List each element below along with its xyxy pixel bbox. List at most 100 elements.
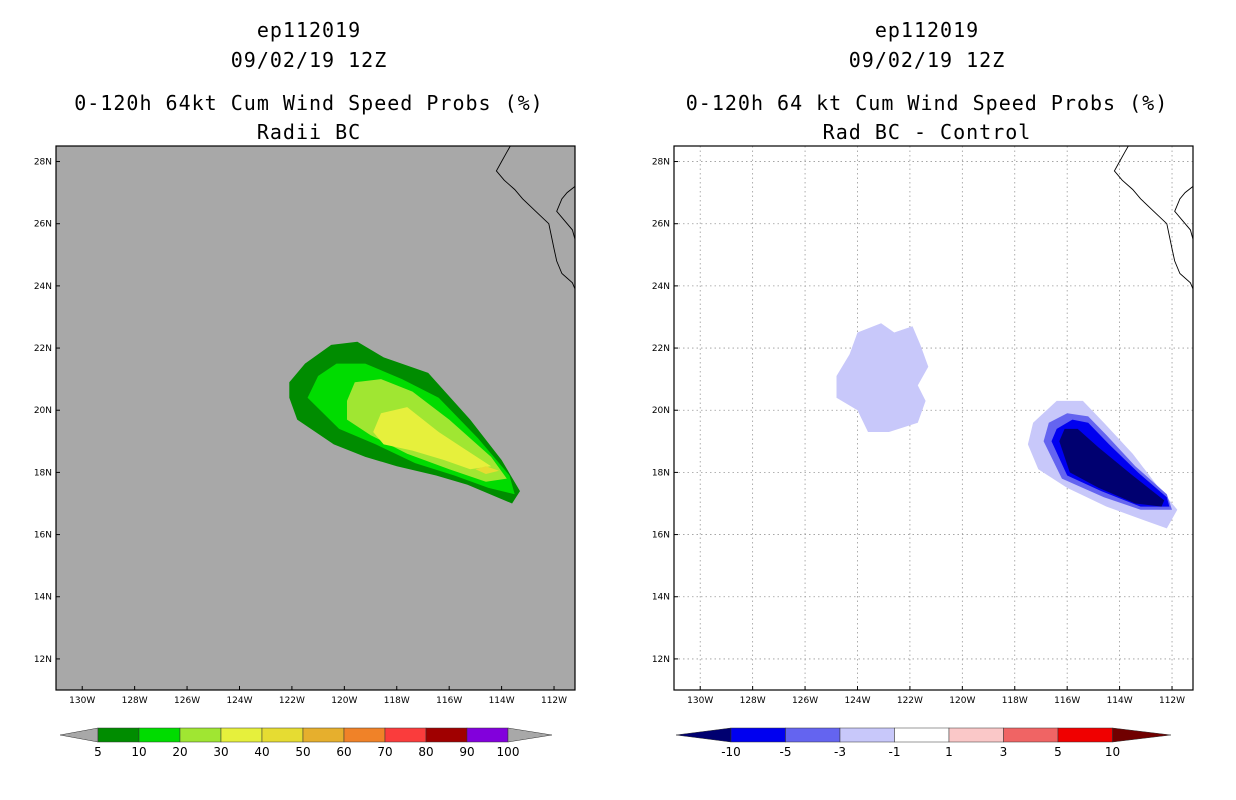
contour-band-1 <box>1027 400 1178 529</box>
left-chart-subtitle: Radii BC <box>256 120 362 144</box>
legend-cell <box>302 727 345 743</box>
x-tick-label: 130W <box>69 696 95 706</box>
x-tick-label: 124W <box>844 696 870 706</box>
x-tick-label: 112W <box>1159 696 1185 706</box>
legend-label: 5 <box>94 745 102 759</box>
legend-cell <box>466 727 509 743</box>
y-tick-label: 14N <box>652 593 670 603</box>
legend-cell <box>261 727 304 743</box>
left-date: 09/02/19 12Z <box>230 48 388 72</box>
coastline-1 <box>556 186 575 240</box>
legend-label: 50 <box>295 745 310 759</box>
y-tick-label: 26N <box>34 220 52 230</box>
contour-band-0 <box>836 323 929 432</box>
legend-label: 10 <box>1105 745 1120 759</box>
y-tick-label: 16N <box>652 531 670 541</box>
y-tick-label: 24N <box>34 282 52 292</box>
legend-label: 80 <box>418 745 433 759</box>
right-chart-subtitle: Rad BC - Control <box>822 120 1032 144</box>
x-tick-label: 122W <box>279 696 305 706</box>
legend-cell <box>425 727 468 743</box>
x-tick-label: 128W <box>740 696 766 706</box>
legend-label: 100 <box>497 745 520 759</box>
contour-band-3 <box>373 407 492 470</box>
legend-label: 70 <box>377 745 392 759</box>
right-chart-title: 0-120h 64 kt Cum Wind Speed Probs (%) <box>685 91 1169 115</box>
y-tick-label: 14N <box>34 593 52 603</box>
legend-label: 40 <box>254 745 269 759</box>
legend-label: 3 <box>1000 745 1008 759</box>
legend-cell-under <box>59 727 99 743</box>
y-tick-label: 12N <box>652 655 670 665</box>
legend-label: -5 <box>780 745 792 759</box>
legend-cell <box>138 727 181 743</box>
left-chart-title: 0-120h 64kt Cum Wind Speed Probs (%) <box>74 91 544 115</box>
legend-label: 20 <box>172 745 187 759</box>
coastline-0 <box>1113 146 1193 290</box>
x-tick-label: 120W <box>949 696 975 706</box>
y-tick-label: 16N <box>34 531 52 541</box>
legend-cell <box>97 727 140 743</box>
legend-label: 30 <box>213 745 228 759</box>
legend-cell-under <box>675 727 732 743</box>
contour-band-2 <box>347 379 507 482</box>
legend-label: -1 <box>889 745 901 759</box>
x-tick-label: 124W <box>226 696 252 706</box>
contour-band-1 <box>307 363 515 495</box>
legend-label: 60 <box>336 745 351 759</box>
x-tick-label: 114W <box>489 696 515 706</box>
legend-label: -10 <box>721 745 741 759</box>
legend-cell <box>948 727 1004 743</box>
legend-cell-over <box>507 727 553 743</box>
contour-band-0 <box>289 341 520 504</box>
legend-cell <box>384 727 427 743</box>
x-tick-label: 126W <box>792 696 818 706</box>
legend-cell-over <box>1112 727 1172 743</box>
y-tick-label: 18N <box>652 468 670 478</box>
y-tick-label: 18N <box>34 468 52 478</box>
map-background <box>674 146 1193 690</box>
contour-band-2 <box>1043 413 1172 510</box>
x-tick-label: 120W <box>331 696 357 706</box>
legend-cell <box>839 727 895 743</box>
legend-cell <box>343 727 386 743</box>
left-panel: ep112019 09/02/19 12Z 0-120h 64kt Cum Wi… <box>34 18 576 759</box>
y-tick-label: 12N <box>34 655 52 665</box>
legend-cell <box>1057 727 1113 743</box>
legend-cell <box>894 727 950 743</box>
contour-band-4 <box>1059 428 1165 507</box>
x-tick-label: 122W <box>897 696 923 706</box>
legend-cell <box>730 727 786 743</box>
coastline-1 <box>1174 186 1193 240</box>
y-tick-label: 26N <box>652 220 670 230</box>
x-tick-label: 116W <box>1054 696 1080 706</box>
legend-cell <box>1003 727 1059 743</box>
right-date: 09/02/19 12Z <box>848 48 1006 72</box>
y-tick-label: 28N <box>34 158 52 168</box>
contour-band-4 <box>475 466 499 474</box>
x-tick-label: 112W <box>541 696 567 706</box>
contour-band-3 <box>1051 419 1170 507</box>
x-tick-label: 118W <box>1002 696 1028 706</box>
y-tick-label: 22N <box>652 344 670 354</box>
x-tick-label: 126W <box>174 696 200 706</box>
right-panel: ep112019 09/02/19 12Z 0-120h 64 kt Cum W… <box>618 0 1236 800</box>
legend-label: 1 <box>945 745 953 759</box>
x-tick-label: 128W <box>122 696 148 706</box>
x-tick-label: 118W <box>384 696 410 706</box>
map-background <box>56 146 575 690</box>
legend-cell <box>220 727 263 743</box>
legend-cell <box>179 727 222 743</box>
y-tick-label: 20N <box>34 406 52 416</box>
legend-label: 5 <box>1054 745 1062 759</box>
y-tick-label: 22N <box>34 344 52 354</box>
y-tick-label: 24N <box>652 282 670 292</box>
x-tick-label: 130W <box>687 696 713 706</box>
y-tick-label: 20N <box>652 406 670 416</box>
map-frame <box>673 145 1194 691</box>
y-tick-label: 28N <box>652 158 670 168</box>
legend-label: 90 <box>459 745 474 759</box>
left-storm-id: ep112019 <box>256 18 362 42</box>
x-tick-label: 114W <box>1107 696 1133 706</box>
legend-label: 10 <box>131 745 146 759</box>
